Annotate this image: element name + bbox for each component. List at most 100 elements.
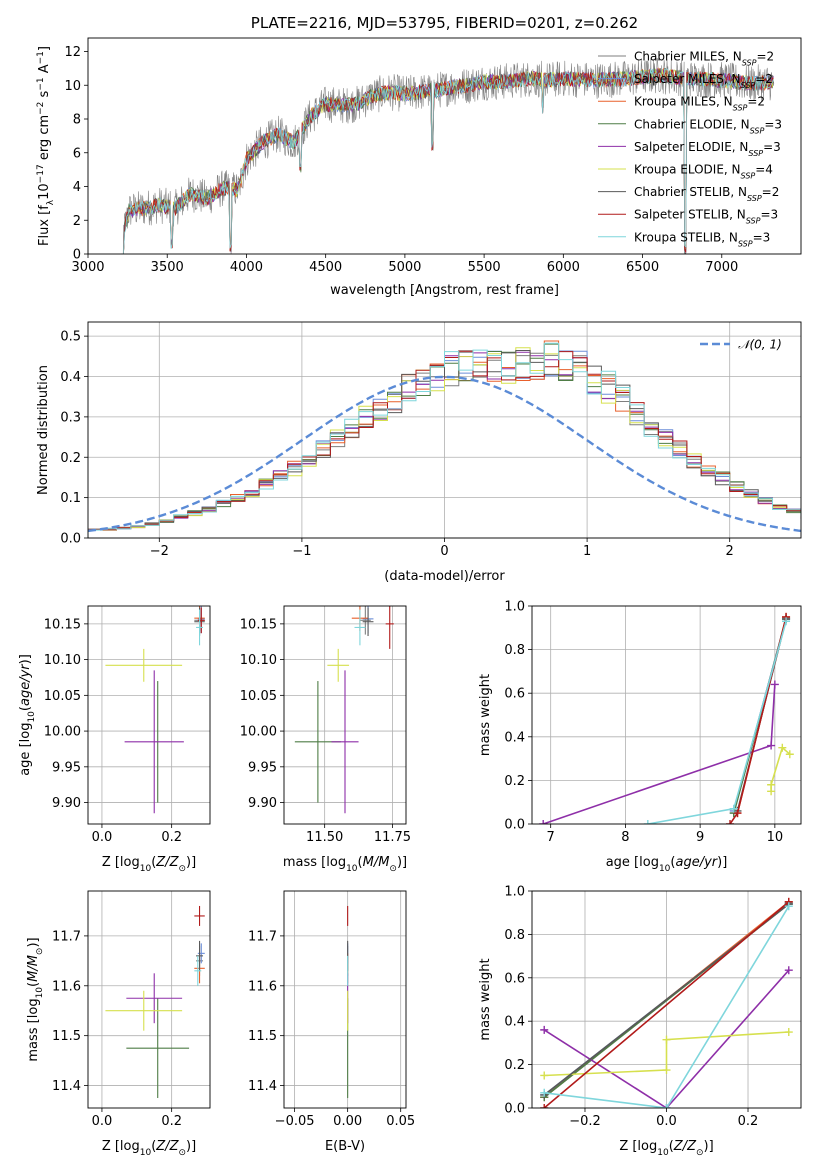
weight-marker: [643, 820, 652, 824]
x-tick-label: 9: [696, 830, 704, 845]
y-tick-label: 11.5: [52, 1029, 81, 1044]
x-tick-label: 10: [767, 830, 784, 845]
axes-mass_vs_ebv: −0.05 0.00 0.05 11.4 11.5 11.6 11.7 E(B-V): [248, 890, 415, 1154]
axes-weight_vs_Z: −0.2 0.0 0.2 0.0 0.2 0.4 0.6 0.8 1.0 Z [log10(Z/Z…: [478, 885, 802, 1158]
x-axis-label: wavelength [Angstrom, rest frame]: [330, 283, 559, 298]
y-tick-label: 10.00: [44, 725, 81, 740]
y-tick-label: 0.4: [504, 730, 525, 745]
histogram-step: [88, 340, 801, 538]
plot-area-mass_vs_Z: [105, 905, 205, 1099]
axes-mass_vs_Z: 0.0 0.2 11.4 11.5 11.6 11.7 Z [log10(Z/Z⊙)] mas…: [26, 890, 211, 1158]
x-tick-label: 0.2: [161, 830, 182, 845]
weight-marker: [729, 804, 738, 813]
legend-label: Kroupa MILES, NSSP=2: [634, 95, 765, 113]
histogram-step: [88, 342, 801, 538]
y-tick-label: 0.0: [60, 532, 81, 547]
y-tick-label: 0.0: [504, 818, 525, 833]
plot-area-weight_vs_Z: [540, 897, 793, 1108]
y-tick-label: 10.15: [240, 617, 277, 632]
plot-area-weight_vs_age: [539, 612, 794, 824]
errorbar-point: [194, 955, 202, 986]
x-tick-label: 0: [440, 544, 448, 559]
y-tick-label: 9.95: [52, 760, 81, 775]
axes-age_vs_Z: 0.0 0.2 9.90 9.95 10.00 10.05 10.10 10.15 Z [log…: [18, 605, 211, 874]
weight-marker: [767, 780, 776, 789]
legend-spectrum: Chabrier MILES, NSSP=2 Salpeter MILES, NS…: [598, 50, 782, 248]
y-tick-label: 0.6: [504, 971, 525, 986]
x-tick-label: 6500: [626, 260, 659, 275]
y-tick-label: 0.1: [60, 491, 81, 506]
y-tick-label: 10: [64, 79, 81, 94]
y-tick-label: 1.0: [504, 885, 525, 900]
x-axis-label: Z [log10(Z/Z⊙)]: [619, 1139, 713, 1158]
x-tick-label: 5000: [388, 260, 421, 275]
y-axis-label: mass weight: [478, 958, 493, 1040]
errorbar-point: [362, 607, 374, 637]
y-tick-label: 10.10: [44, 653, 81, 668]
y-tick-label: 11.7: [52, 929, 81, 944]
x-tick-label: 6000: [547, 260, 580, 275]
x-axis-label: Z [log10(Z/Z⊙)]: [102, 1139, 196, 1158]
x-tick-label: 0.0: [656, 1114, 677, 1129]
x-tick-label: 0.05: [386, 1114, 415, 1129]
x-tick-label: 1: [583, 544, 591, 559]
axes-frame: [283, 605, 407, 825]
axes-frame: [531, 890, 802, 1109]
x-tick-label: −2: [150, 544, 169, 559]
model-spectrum-line: [121, 68, 774, 254]
axes-frame: [87, 321, 802, 539]
weight-marker: [539, 820, 548, 824]
weight-line: [544, 1031, 789, 1077]
weight-series: [540, 1028, 793, 1080]
weight-marker: [784, 1028, 793, 1037]
errorbar-point: [196, 940, 204, 971]
x-axis-label: E(B-V): [325, 1139, 365, 1154]
x-tick-label: 0.2: [738, 1114, 759, 1129]
weight-marker: [767, 741, 776, 750]
x-tick-label: 8: [621, 830, 629, 845]
y-tick-label: 8: [73, 113, 81, 128]
errorbar-point: [124, 670, 184, 814]
model-spectrum-line: [121, 68, 774, 254]
axes-residuals: −2 −1 0 1 2 0.0 0.1 0.2 0.3 0.4 0.5 𝒩(0, 1) (data-mo…: [36, 321, 802, 584]
x-tick-label: −0.05: [275, 1114, 315, 1129]
legend-label: 𝒩(0, 1): [738, 338, 782, 352]
legend-label: Kroupa ELODIE, NSSP=4: [634, 163, 773, 181]
y-tick-label: 10.05: [44, 689, 81, 704]
weight-series: [767, 743, 794, 796]
y-tick-label: 10.05: [240, 689, 277, 704]
x-axis-label: Z [log10(Z/Z⊙)]: [102, 855, 196, 874]
x-axis-label: mass [log10(M/M⊙)]: [283, 855, 407, 874]
errorbar-point: [385, 606, 394, 649]
x-tick-label: 2: [726, 544, 734, 559]
weight-marker: [782, 617, 791, 626]
x-tick-label: 7000: [705, 260, 738, 275]
x-tick-label: 4500: [309, 260, 342, 275]
errorbar-point: [194, 905, 205, 926]
weight-line: [647, 621, 787, 824]
y-tick-label: 0.2: [60, 451, 81, 466]
errorbar-point: [126, 998, 190, 1099]
weight-marker: [662, 1035, 671, 1044]
y-tick-label: 11.4: [248, 1079, 277, 1094]
errorbar-point: [197, 607, 205, 634]
y-axis-label: mass [log10(M/M⊙)]: [26, 937, 45, 1061]
histogram-step: [88, 343, 801, 538]
axes-spectrum: 3000 3500 4000 4500 5000 5500 6000 6500 7000 0 2 4 6…: [36, 37, 802, 298]
weight-marker: [540, 1071, 549, 1080]
y-tick-label: 0.2: [504, 1058, 525, 1073]
y-tick-label: 9.90: [248, 796, 277, 811]
axes-frame: [87, 605, 211, 825]
weight-marker: [784, 966, 793, 975]
normal-curve: [88, 375, 801, 533]
x-tick-label: 0.2: [161, 1114, 182, 1129]
weight-marker: [785, 750, 794, 759]
weight-marker: [540, 1088, 549, 1097]
weight-series: [540, 902, 793, 1108]
weight-marker: [726, 820, 735, 824]
y-tick-label: 1.0: [504, 600, 525, 615]
y-tick-label: 11.5: [248, 1029, 277, 1044]
y-axis-label: age [log10(age/yr)]: [18, 654, 37, 776]
legend-label: Salpeter ELODIE, NSSP=3: [634, 140, 781, 158]
